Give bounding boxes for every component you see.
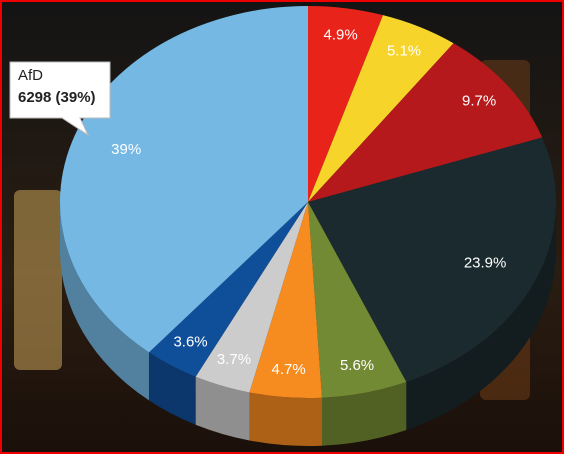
pie-slice xyxy=(308,6,384,202)
data-label: 3.7% xyxy=(217,351,251,368)
pie-side xyxy=(195,376,250,441)
pie: 4.9% 5.1% 9.7% 23.9% 5.6% 4.7% 3.7% 3.6% 39% xyxy=(59,6,556,446)
data-label: 23.9% xyxy=(464,254,507,271)
pie-side xyxy=(60,202,149,401)
data-label: 5.1% xyxy=(387,42,421,59)
tooltip-box xyxy=(9,61,111,137)
bottle xyxy=(14,190,62,370)
pie-side xyxy=(148,352,196,425)
tooltip-text: 6298 (39%) xyxy=(18,89,96,106)
data-label: 4.9% xyxy=(324,26,358,43)
data-label: 5.6% xyxy=(340,357,374,374)
pie-slice xyxy=(249,202,322,399)
pie-side xyxy=(406,202,556,430)
pie-slice xyxy=(308,202,407,398)
data-label: 9.7% xyxy=(462,92,496,109)
pie-slice xyxy=(195,202,308,393)
pie-side xyxy=(321,381,407,446)
tooltip-title: AfD xyxy=(18,67,43,84)
pie-slice xyxy=(148,202,308,377)
pie-slice xyxy=(59,6,309,353)
data-label: 39% xyxy=(111,141,141,158)
data-label: 3.6% xyxy=(173,334,207,351)
pie-slice xyxy=(308,137,556,382)
pie-slice xyxy=(308,15,454,203)
pie-side xyxy=(249,392,322,446)
data-label: 4.7% xyxy=(272,361,306,378)
pie-slice xyxy=(308,43,543,202)
tooltip: AfD 6298 (39%) xyxy=(9,61,111,137)
